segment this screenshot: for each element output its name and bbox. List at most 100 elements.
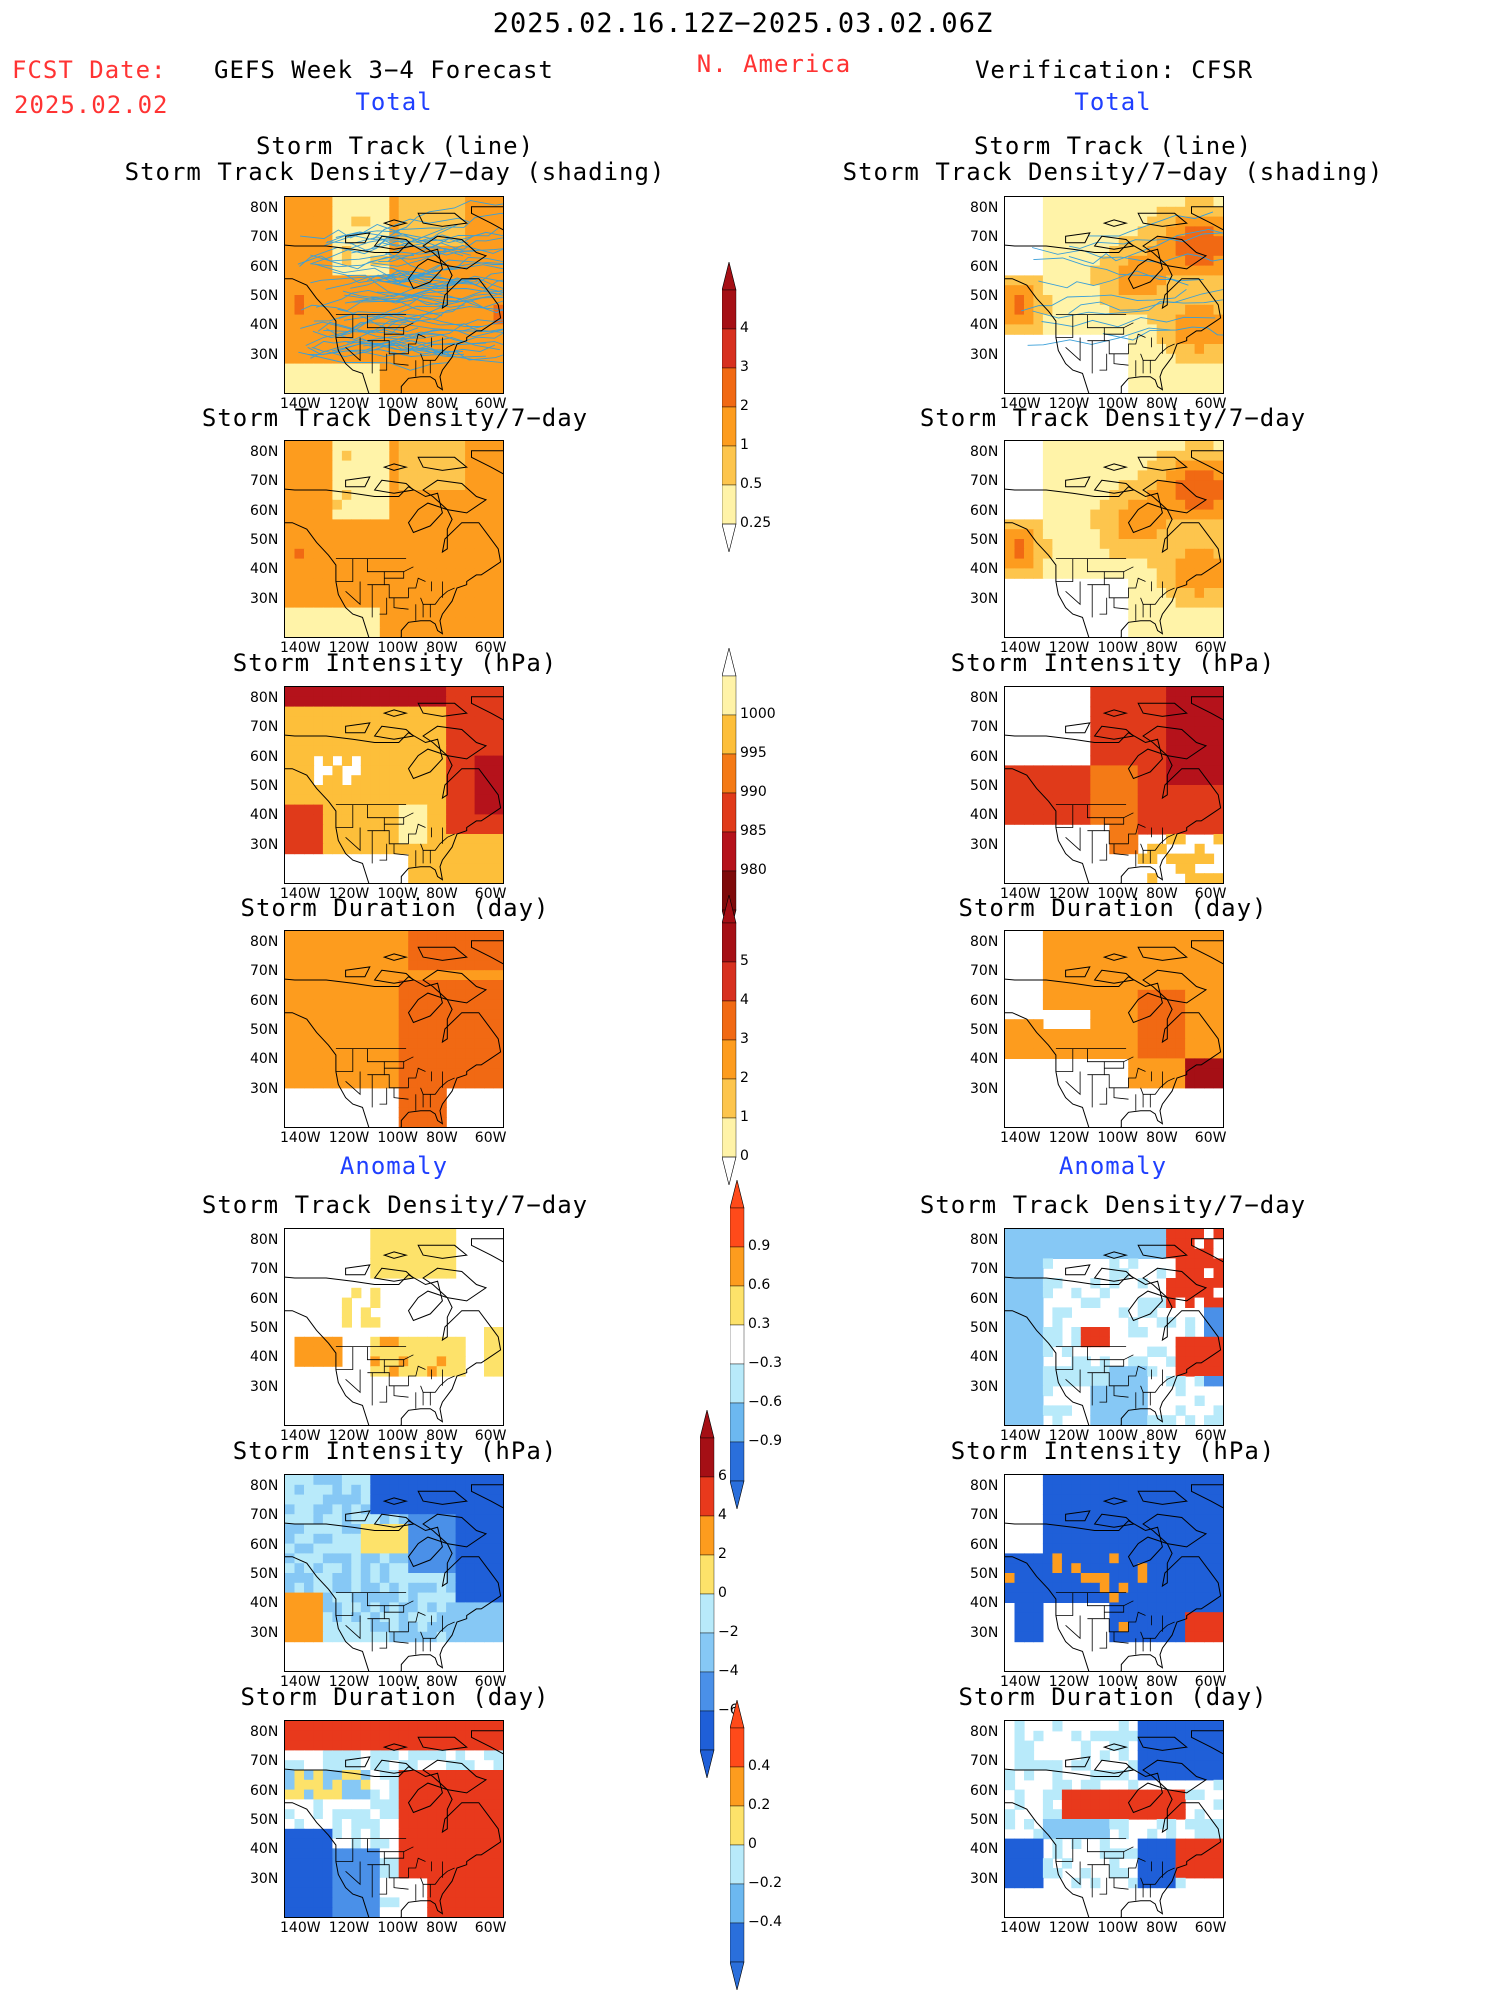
shading-field: [285, 1721, 503, 1917]
colorbar-label: 985: [740, 823, 767, 839]
verification-map: [1004, 930, 1224, 1128]
lon-tick-label: 80W: [1146, 1674, 1178, 1690]
fcst-date-label: FCST Date:: [12, 56, 167, 84]
lat-tick-label: 30N: [250, 836, 279, 853]
coastline: [1005, 696, 1223, 883]
verification-title: Verification: CFSR: [974, 56, 1254, 84]
lat-tick-label: 40N: [250, 1841, 279, 1858]
lon-tick-label: 80W: [1146, 1920, 1178, 1936]
lon-tick-label: 60W: [474, 396, 507, 412]
right-total-label: Total: [1074, 88, 1152, 116]
panel-title: Storm Track Density/7−day (shading): [124, 158, 666, 186]
lat-tick-label: 40N: [970, 561, 999, 578]
lat-tick-label: 40N: [970, 1051, 999, 1068]
lon-tick-label: 100W: [377, 1130, 418, 1146]
lat-tick-label: 80N: [970, 200, 999, 216]
panel-title: Storm Track Density/7−day: [201, 404, 589, 432]
shading-field: [1005, 197, 1223, 393]
lon-tick-label: 140W: [1000, 1674, 1041, 1690]
lon-tick-label: 140W: [280, 886, 321, 902]
lat-tick-label: 40N: [970, 1841, 999, 1858]
lat-tick-label: 70N: [250, 229, 279, 246]
lon-tick-label: 80W: [426, 886, 458, 902]
lat-tick-label: 50N: [250, 1811, 279, 1828]
lon-tick-label: 100W: [1097, 1674, 1138, 1690]
lat-tick-label: 30N: [250, 346, 279, 363]
verification-map: [1004, 1228, 1224, 1426]
lon-tick-label: 140W: [280, 1920, 321, 1936]
lat-tick-label: 30N: [250, 1378, 279, 1395]
lat-tick-label: 80N: [250, 200, 279, 216]
coastline: [1005, 940, 1223, 1127]
lat-tick-label: 50N: [970, 287, 999, 304]
lat-tick-label: 60N: [970, 1536, 999, 1553]
lon-tick-label: 60W: [474, 640, 507, 656]
lon-tick-label: 140W: [1000, 640, 1041, 656]
lon-tick-label: 120W: [328, 1674, 370, 1690]
lon-tick-label: 140W: [280, 1674, 321, 1690]
verification-map: [1004, 686, 1224, 884]
forecast-map: [284, 686, 504, 884]
lon-tick-label: 60W: [474, 1428, 507, 1444]
colorbar-label: 3: [740, 359, 749, 375]
lat-tick-label: 70N: [250, 1507, 279, 1524]
lon-tick-label: 120W: [328, 1428, 370, 1444]
forecast-map: [284, 196, 504, 394]
lat-tick-label: 80N: [970, 444, 999, 460]
lon-tick-label: 60W: [1194, 886, 1227, 902]
lon-tick-label: 80W: [1146, 886, 1178, 902]
colorbar-label: 0.3: [748, 1316, 771, 1332]
coastline: [285, 696, 503, 883]
panel-title: Storm Track (line): [255, 132, 535, 160]
forecast-map: [284, 1228, 504, 1426]
lon-tick-label: 60W: [474, 1920, 507, 1936]
model-title: GEFS Week 3−4 Forecast: [214, 56, 554, 84]
lat-tick-label: 80N: [250, 444, 279, 460]
colorbar-label: 2: [718, 1546, 727, 1562]
lat-tick-label: 40N: [250, 561, 279, 578]
colorbar-intensity_total: [721, 647, 792, 942]
shading-field: [294, 1229, 503, 1377]
verification-map: [1004, 1474, 1224, 1672]
lon-tick-label: 120W: [328, 1920, 370, 1936]
colorbar-label: 0: [740, 1148, 749, 1164]
lat-tick-label: 50N: [970, 1319, 999, 1336]
lat-tick-label: 70N: [970, 1753, 999, 1770]
panel-title: Storm Track Density/7−day (shading): [842, 158, 1384, 186]
colorbar-density_anom: [729, 1179, 800, 1513]
lon-tick-label: 100W: [1097, 1920, 1138, 1936]
lat-tick-label: 50N: [970, 1021, 999, 1038]
colorbar-label: 0.25: [740, 515, 772, 531]
panel-title: Storm Track Density/7−day: [919, 404, 1307, 432]
lat-tick-label: 70N: [250, 1753, 279, 1770]
lat-tick-label: 70N: [250, 719, 279, 736]
lat-tick-label: 30N: [250, 1624, 279, 1641]
lon-tick-label: 100W: [377, 1674, 418, 1690]
colorbar-label: −0.3: [748, 1355, 782, 1371]
panel-title: Storm Intensity (hPa): [232, 1437, 558, 1465]
lat-tick-label: 80N: [970, 1478, 999, 1494]
colorbar-label: 0: [718, 1585, 727, 1601]
colorbar-label: 3: [740, 1031, 749, 1047]
colorbar-label: 995: [740, 745, 767, 761]
lat-tick-label: 60N: [970, 992, 999, 1009]
lon-tick-label: 80W: [426, 396, 458, 412]
lon-tick-label: 60W: [1194, 396, 1227, 412]
lat-tick-label: 30N: [970, 1624, 999, 1641]
colorbar-label: 6: [718, 1468, 727, 1484]
coastline: [1005, 450, 1223, 637]
lat-tick-label: 60N: [250, 502, 279, 519]
lat-tick-label: 50N: [970, 1565, 999, 1582]
lat-tick-label: 40N: [250, 317, 279, 334]
lon-tick-label: 140W: [1000, 1130, 1041, 1146]
coastline: [285, 206, 503, 393]
lon-tick-label: 80W: [1146, 396, 1178, 412]
lon-tick-label: 60W: [1194, 1428, 1227, 1444]
lat-tick-label: 60N: [250, 258, 279, 275]
lat-tick-label: 70N: [970, 229, 999, 246]
shading-field: [1005, 1721, 1223, 1889]
verification-map: [1004, 196, 1224, 394]
colorbar-label: −2: [718, 1624, 739, 1640]
lon-tick-label: 100W: [377, 396, 418, 412]
coastline: [285, 940, 503, 1127]
